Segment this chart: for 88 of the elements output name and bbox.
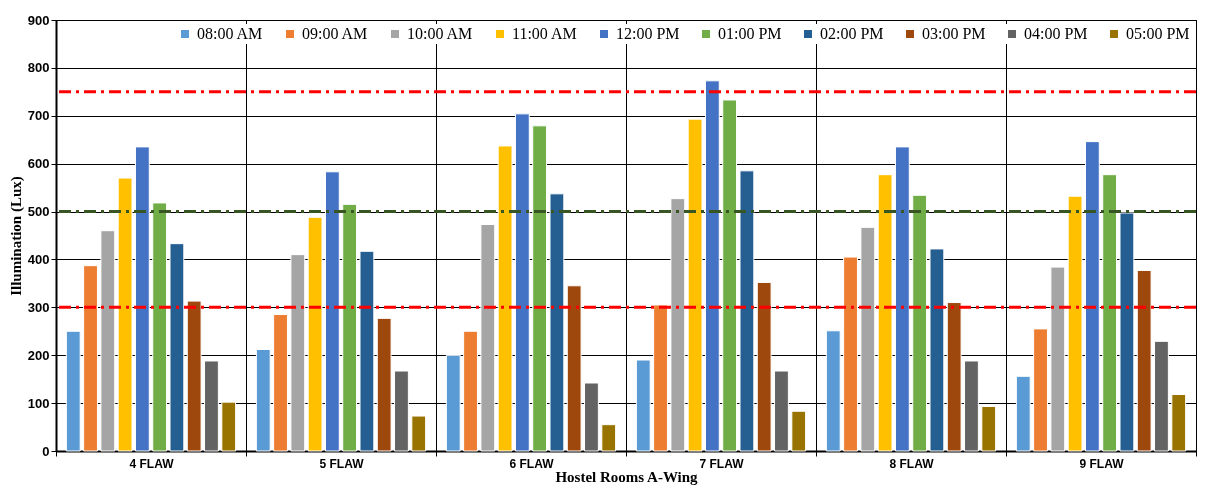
bar <box>445 354 461 452</box>
bar <box>584 382 599 452</box>
bar <box>653 304 668 452</box>
y-tick-label: 300 <box>27 299 50 315</box>
y-tick-label: 800 <box>27 60 50 76</box>
bar <box>739 170 755 452</box>
bar <box>687 118 703 452</box>
bar <box>1102 174 1118 452</box>
bar <box>186 300 202 452</box>
legend-label: 12:00 PM <box>616 25 680 42</box>
x-tick-label: 6 FLAW <box>509 456 555 471</box>
bar <box>566 285 582 452</box>
bar <box>774 370 789 452</box>
bar <box>134 146 150 452</box>
y-tick-label: 600 <box>27 156 50 172</box>
bar <box>860 226 876 452</box>
bar <box>342 203 358 452</box>
legend-label: 01:00 PM <box>718 25 782 42</box>
bar <box>756 281 772 452</box>
bar <box>290 254 306 452</box>
x-tick-label: 8 FLAW <box>889 456 935 471</box>
y-tick-label: 400 <box>27 251 50 267</box>
x-tick-label: 9 FLAW <box>1079 456 1125 471</box>
bar <box>1154 340 1169 452</box>
bar <box>1171 393 1187 452</box>
bar <box>1084 141 1100 452</box>
legend-label: 09:00 AM <box>302 25 368 42</box>
bar <box>221 401 237 452</box>
bar <box>152 202 168 452</box>
bar <box>929 248 945 452</box>
bar <box>1033 328 1048 452</box>
bar <box>65 330 81 452</box>
x-axis-title: Hostel Rooms A-Wing <box>555 468 699 485</box>
y-tick-label: 900 <box>27 12 50 28</box>
bar <box>791 410 807 452</box>
bar <box>117 177 133 452</box>
bar <box>981 405 997 452</box>
legend-label: 08:00 AM <box>197 25 263 42</box>
bar <box>83 265 98 452</box>
bar <box>946 302 962 452</box>
bar <box>514 113 530 452</box>
bar <box>307 216 323 452</box>
bar <box>1015 375 1031 452</box>
bar <box>1050 266 1066 452</box>
bar <box>1136 269 1152 452</box>
legend-label: 05:00 PM <box>1126 25 1190 42</box>
bar <box>877 174 893 452</box>
x-tick-label: 4 FLAW <box>129 456 175 471</box>
bar <box>1067 195 1083 452</box>
bar <box>635 359 651 452</box>
bar <box>100 230 116 452</box>
bar <box>843 256 858 452</box>
bar <box>601 424 617 452</box>
bar <box>463 330 478 452</box>
bar <box>1119 212 1135 452</box>
bar <box>894 146 910 452</box>
bar <box>497 145 513 452</box>
bar <box>480 223 496 452</box>
y-tick-label: 0 <box>42 443 50 459</box>
legend-label: 04:00 PM <box>1024 25 1088 42</box>
bar <box>376 317 392 452</box>
bar <box>532 125 548 452</box>
bar <box>549 193 565 452</box>
legend-label: 11:00 AM <box>512 25 577 42</box>
bar <box>722 99 738 452</box>
y-tick-label: 700 <box>27 108 50 124</box>
bar <box>394 370 409 452</box>
bar <box>670 198 686 452</box>
bar <box>204 360 219 452</box>
bar <box>825 330 841 452</box>
bar <box>324 171 340 452</box>
bar <box>964 360 979 452</box>
legend-label: 03:00 PM <box>922 25 986 42</box>
bar <box>255 348 271 452</box>
y-axis-title: Illumination (Lux) <box>7 176 25 296</box>
y-tick-label: 200 <box>27 347 50 363</box>
bar <box>273 314 288 452</box>
x-tick-label: 5 FLAW <box>319 456 365 471</box>
bar <box>912 194 928 452</box>
y-tick-label: 500 <box>27 204 50 220</box>
x-tick-label: 7 FLAW <box>699 456 745 471</box>
bar <box>411 415 427 452</box>
legend-label: 10:00 AM <box>407 25 473 42</box>
bar <box>359 250 375 452</box>
bar <box>704 80 720 452</box>
legend-label: 02:00 PM <box>820 25 884 42</box>
y-tick-label: 100 <box>27 395 50 411</box>
bar <box>169 243 185 452</box>
